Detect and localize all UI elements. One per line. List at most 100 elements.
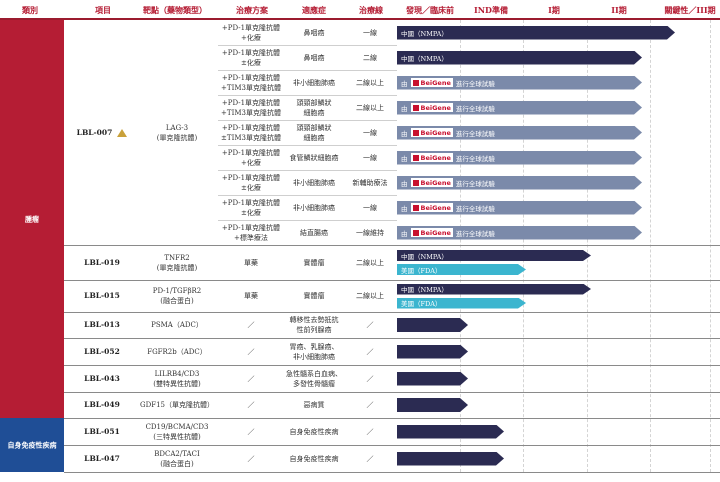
treatment-line: 二線以上 [344, 280, 396, 312]
indication: 轉移性去勢抵抗 性前列腺癌 [284, 312, 344, 338]
progress-bar [397, 398, 468, 412]
beigene-mark-icon [413, 205, 419, 211]
row-separator [218, 120, 397, 121]
beigene-mark-icon [413, 230, 419, 236]
header-divider [0, 18, 720, 20]
col-header-discovery: 發現／臨床前 [406, 5, 454, 15]
beigene-logo: BeiGene [411, 103, 453, 112]
phase-divider [523, 20, 524, 472]
indication-text: 非小細胞肺癌 [293, 78, 335, 87]
treatment-regimen-text: 單藥 [244, 292, 258, 300]
row-separator [64, 472, 720, 473]
partner-prefix: 由 [401, 204, 408, 213]
group-autoimmune: 自身免疫性疾病 [0, 418, 64, 472]
indication-text: 實體瘤 [303, 258, 325, 267]
partner-prefix: 由 [401, 79, 408, 88]
progress-bar: 美國（FDA） [397, 264, 526, 275]
beigene-logo: BeiGene [411, 178, 453, 187]
beigene-logo: BeiGene [411, 203, 453, 212]
beigene-mark-icon [413, 105, 419, 111]
treatment-regimen: +PD-1單克隆抗體 +TIM3單克隆抗體 [218, 95, 284, 120]
treatment-line: ／ [344, 312, 396, 338]
row-separator [64, 365, 720, 366]
col-header-indication: 適應症 [302, 5, 326, 15]
project-code: LBL-007 [66, 20, 138, 245]
progress-bar-label: 中國（NMPA） [401, 29, 448, 38]
row-separator [64, 245, 720, 246]
group-oncology-label: 腫瘤 [25, 214, 39, 224]
progress-bar: 由 BeiGene 進行全球試驗 [397, 126, 642, 140]
beigene-mark-icon [413, 180, 419, 186]
treatment-regimen-text: +PD-1單克隆抗體 ±化療 [221, 48, 281, 67]
warning-triangle-icon [117, 128, 128, 137]
treatment-regimen: +PD-1單克隆抗體 ±TIM3單克隆抗體 [218, 120, 284, 145]
col-header-pivotal: 關鍵性／III期 [664, 5, 716, 15]
target-drug-type: PSMA（ADC） [138, 312, 216, 338]
project-code-text: LBL-047 [84, 453, 120, 463]
treatment-line: ／ [344, 418, 396, 445]
progress-bar [397, 372, 468, 386]
progress-bar: 由 BeiGene 進行全球試驗 [397, 176, 642, 190]
row-separator [64, 312, 720, 313]
treatment-regimen: ／ [218, 392, 284, 418]
indication-text: 鼻咽癌 [303, 28, 325, 37]
col-header-phase1: I期 [548, 5, 560, 15]
treatment-regimen-text: ／ [247, 347, 255, 356]
project-code: LBL-043 [66, 365, 138, 392]
project-code-text: LBL-019 [84, 257, 120, 267]
treatment-line-text: ／ [366, 401, 374, 409]
indication-text: 實體瘤 [303, 292, 325, 300]
indication: 自身免疫性疾病 [284, 445, 344, 472]
indication-text: 非小細胞肺癌 [293, 203, 335, 212]
treatment-line: 一線維持 [344, 220, 396, 245]
row-separator [64, 338, 720, 339]
treatment-line-text: 一線 [363, 203, 377, 212]
indication-text: 鼻咽癌 [303, 53, 325, 62]
phase-divider [587, 20, 588, 472]
treatment-line: 一線 [344, 195, 396, 220]
project-code: LBL-013 [66, 312, 138, 338]
partner-suffix: 進行全球試驗 [455, 154, 495, 163]
partner-suffix: 進行全球試驗 [455, 129, 495, 138]
partner-prefix: 由 [401, 229, 408, 238]
treatment-regimen: +PD-1單克隆抗體 +TIM3單克隆抗體 [218, 70, 284, 95]
project-code: LBL-019 [66, 245, 138, 280]
row-separator [64, 280, 720, 281]
target-drug-type: TNFR2 (單克隆抗體) [138, 245, 216, 280]
treatment-line: 二線以上 [344, 70, 396, 95]
project-code: LBL-051 [66, 418, 138, 445]
treatment-regimen: 單藥 [218, 245, 284, 280]
target-drug-type: PD-1/TGFβR2 (融合蛋白) [138, 280, 216, 312]
treatment-regimen-text: ／ [247, 321, 255, 329]
treatment-regimen: +PD-1單克隆抗體 ±化療 [218, 45, 284, 70]
treatment-regimen: ／ [218, 445, 284, 472]
row-separator [218, 220, 397, 221]
project-code-text: LBL-043 [84, 373, 120, 383]
indication: 結直腸癌 [284, 220, 344, 245]
progress-bar [397, 452, 504, 466]
treatment-regimen-text: +PD-1單克隆抗體 +標準療法 [221, 223, 281, 242]
indication-text: 惡病質 [303, 401, 325, 409]
indication-text: 非小細胞肺癌 [293, 178, 335, 187]
target-drug-type: FGFR2b（ADC） [138, 338, 216, 365]
beigene-logo: BeiGene [411, 128, 453, 137]
col-header-line: 治療線 [359, 5, 383, 15]
target-drug-type: LILRB4/CD3 (雙特異性抗體) [138, 365, 216, 392]
phase-divider [710, 20, 711, 472]
row-separator [218, 70, 397, 71]
target-drug-type-text: PSMA（ADC） [151, 321, 203, 329]
phase-divider [650, 20, 651, 472]
indication: 急性髓系白血病、 多發性骨髓瘤 [284, 365, 344, 392]
treatment-regimen-text: +PD-1單克隆抗體 +TIM3單克隆抗體 [221, 73, 281, 92]
col-header-regimen: 治療方案 [236, 5, 268, 15]
row-separator [218, 95, 397, 96]
indication: 鼻咽癌 [284, 45, 344, 70]
partner-suffix: 進行全球試驗 [455, 79, 495, 88]
target-drug-type-text: TNFR2 (單克隆抗體) [156, 253, 198, 272]
target-drug-type: LAG-3 (單克隆抗體) [138, 20, 216, 245]
col-header-phase2: II期 [611, 5, 627, 15]
treatment-line-text: ／ [366, 321, 374, 329]
project-code-text: LBL-052 [84, 346, 120, 356]
progress-bar-label: 中國（NMPA） [401, 286, 448, 294]
project-code: LBL-047 [66, 445, 138, 472]
